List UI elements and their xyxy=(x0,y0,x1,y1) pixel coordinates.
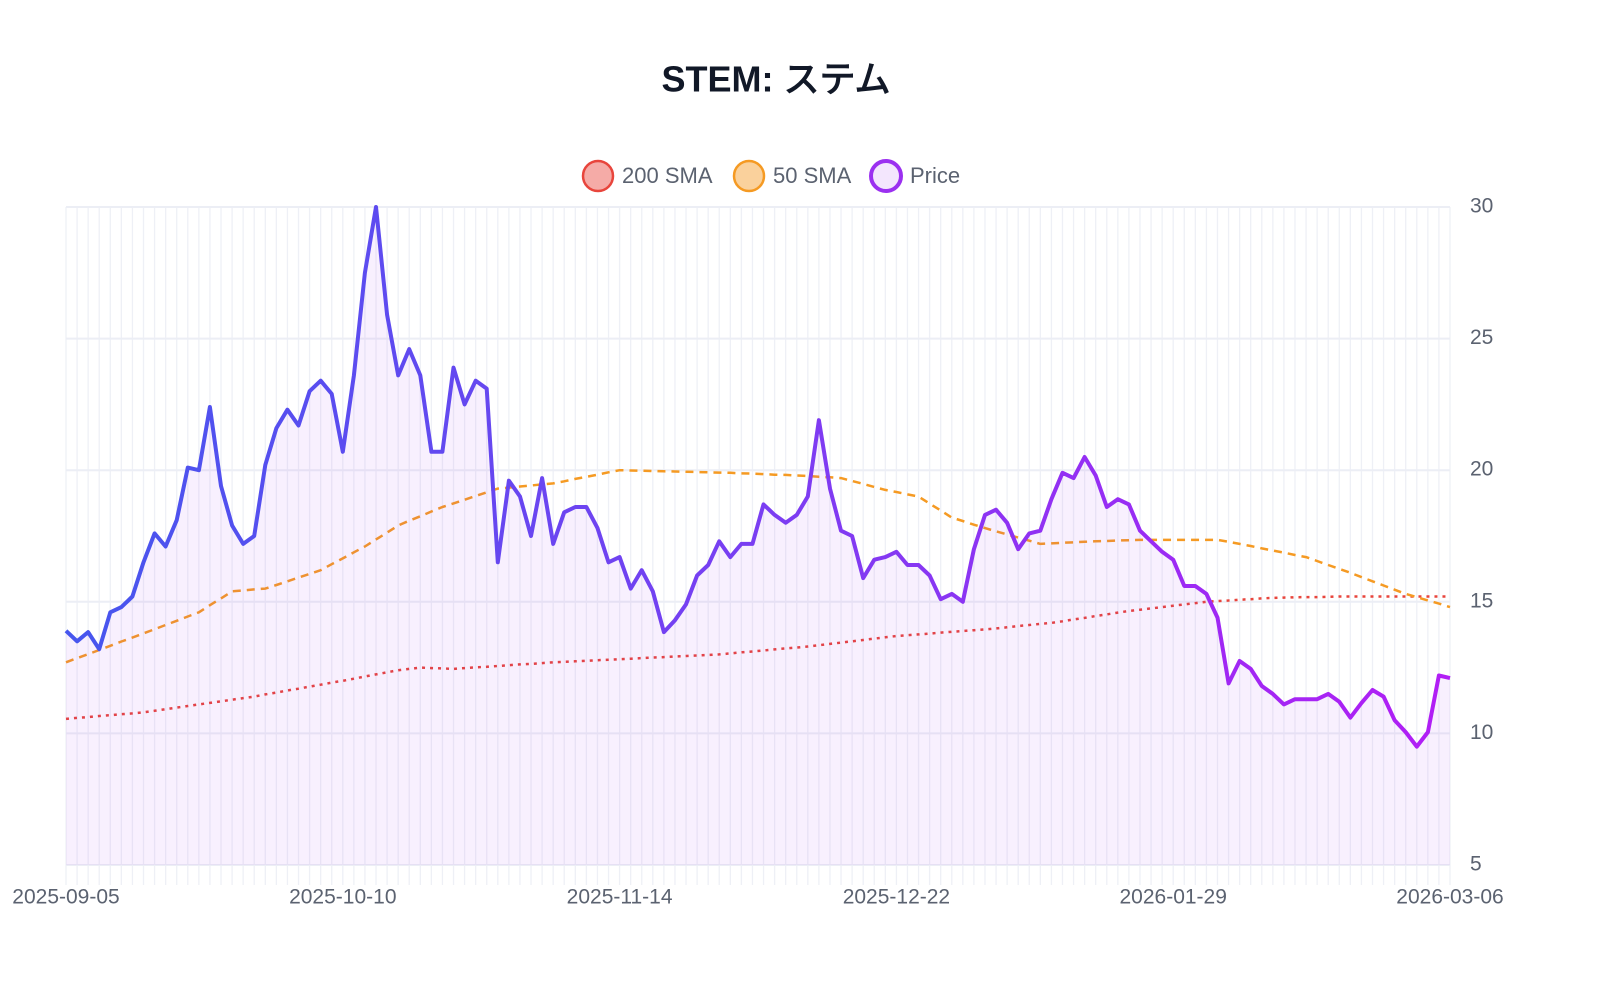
series-line xyxy=(65,468,1451,664)
legend-label: Price xyxy=(910,163,960,188)
y-tick-label: 15 xyxy=(1470,589,1493,612)
x-tick-label: 2025-09-05 xyxy=(12,886,119,909)
legend-marker xyxy=(732,159,766,193)
legend-marker xyxy=(869,159,903,193)
y-tick-label: 20 xyxy=(1470,458,1493,481)
y-tick-label: 25 xyxy=(1470,326,1493,349)
x-tick-label: 2026-03-06 xyxy=(1396,886,1503,909)
x-tick-label: 2026-01-29 xyxy=(1119,886,1226,909)
y-tick-label: 5 xyxy=(1470,853,1482,876)
series-line xyxy=(65,595,1450,721)
series-line xyxy=(64,205,1451,749)
legend-label: 50 SMA xyxy=(773,163,852,188)
x-tick-label: 2025-11-14 xyxy=(567,886,673,909)
legend-label: 200 SMA xyxy=(622,163,713,188)
x-tick-label: 2025-10-10 xyxy=(289,886,396,909)
price-area xyxy=(66,207,1450,865)
legend: 200 SMA 50 SMA Price xyxy=(581,159,960,193)
y-tick-label: 10 xyxy=(1470,721,1493,744)
legend-marker xyxy=(581,159,615,193)
x-tick-label: 2025-12-22 xyxy=(843,886,950,909)
y-tick-label: 30 xyxy=(1470,195,1493,218)
chart-title: STEM: ステム xyxy=(662,59,891,100)
